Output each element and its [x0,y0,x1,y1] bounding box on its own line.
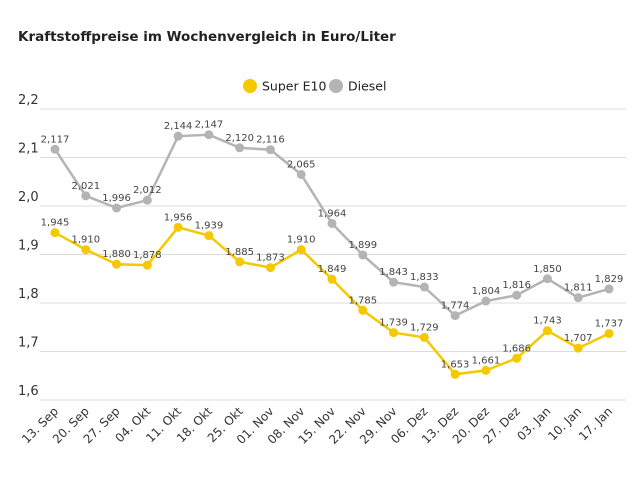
data-label: 2,012 [133,185,162,196]
data-label: 1,910 [71,235,100,246]
data-label: 1,849 [318,264,347,275]
data-point [604,329,614,339]
data-point [173,222,183,232]
data-label: 1,653 [441,359,470,370]
y-tick-label: 2,1 [18,142,39,157]
data-point [50,144,60,154]
data-point [481,296,491,306]
data-label: 2,144 [164,121,193,132]
data-label: 1,899 [348,240,377,251]
data-point [265,263,275,273]
data-point [296,169,306,179]
data-label: 2,120 [225,133,254,144]
chart-title: Kraftstoffpreise im Wochenvergleich in E… [18,29,396,45]
data-point [573,343,583,353]
data-label: 2,117 [41,134,70,145]
data-label: 2,116 [256,135,285,146]
data-point [327,218,337,228]
data-point [481,365,491,375]
data-label: 1,739 [379,318,408,329]
data-point [327,274,337,284]
data-label: 1,885 [225,247,254,258]
data-label: 1,956 [164,212,193,223]
data-point [296,245,306,255]
data-point [81,245,91,255]
data-label: 2,147 [195,120,224,131]
data-label: 1,880 [102,249,131,260]
data-point [358,305,368,315]
data-point [142,260,152,270]
data-label: 1,785 [348,295,377,306]
data-point [265,145,275,155]
data-point [542,274,552,284]
x-tick-label: 10. Jan [545,404,584,443]
data-label: 2,065 [287,159,316,170]
data-point [542,326,552,336]
data-label: 1,945 [41,218,70,229]
data-label: 1,833 [410,272,439,283]
data-point [112,259,122,269]
data-label: 1,729 [410,322,439,333]
data-label: 1,873 [256,253,285,264]
legend-swatch [329,79,343,93]
data-point [112,203,122,213]
y-tick-label: 1,6 [18,384,39,399]
x-tick-label: 03. Jan [514,404,553,443]
legend-label: Super E10 [262,79,326,94]
data-point [450,311,460,321]
data-label: 1,829 [595,274,624,285]
data-label: 2,021 [71,181,100,192]
data-label: 1,850 [533,264,562,275]
data-label: 1,804 [472,286,501,297]
data-label: 1,707 [564,333,593,344]
data-label: 1,743 [533,316,562,327]
data-point [512,353,522,363]
data-label: 1,910 [287,235,316,246]
legend-swatch [243,79,257,93]
data-point [50,228,60,238]
x-tick-label: 17. Jan [576,404,615,443]
data-point [573,293,583,303]
data-label: 1,878 [133,250,162,261]
y-tick-label: 1,9 [18,239,39,254]
data-point [142,195,152,205]
data-point [419,332,429,342]
y-tick-label: 1,7 [18,336,39,351]
data-point [512,290,522,300]
data-label: 1,964 [318,208,347,219]
data-label: 1,996 [102,193,131,204]
y-tick-label: 2,2 [18,93,39,108]
data-point [419,282,429,292]
data-label: 1,939 [195,221,224,232]
data-point [389,328,399,338]
data-label: 1,737 [595,319,624,330]
data-point [389,277,399,287]
data-point [204,130,214,140]
data-label: 1,686 [502,343,531,354]
data-label: 1,811 [564,283,593,294]
y-tick-label: 1,8 [18,287,39,302]
data-point [204,231,214,241]
data-point [173,131,183,141]
data-point [235,143,245,153]
data-point [604,284,614,294]
data-label: 1,816 [502,280,531,291]
y-tick-label: 2,0 [18,190,39,205]
data-point [235,257,245,267]
data-label: 1,661 [472,355,501,366]
data-label: 1,843 [379,267,408,278]
data-point [358,250,368,260]
data-point [81,191,91,201]
legend-label: Diesel [348,79,386,94]
data-point [450,369,460,379]
data-label: 1,774 [441,301,470,312]
